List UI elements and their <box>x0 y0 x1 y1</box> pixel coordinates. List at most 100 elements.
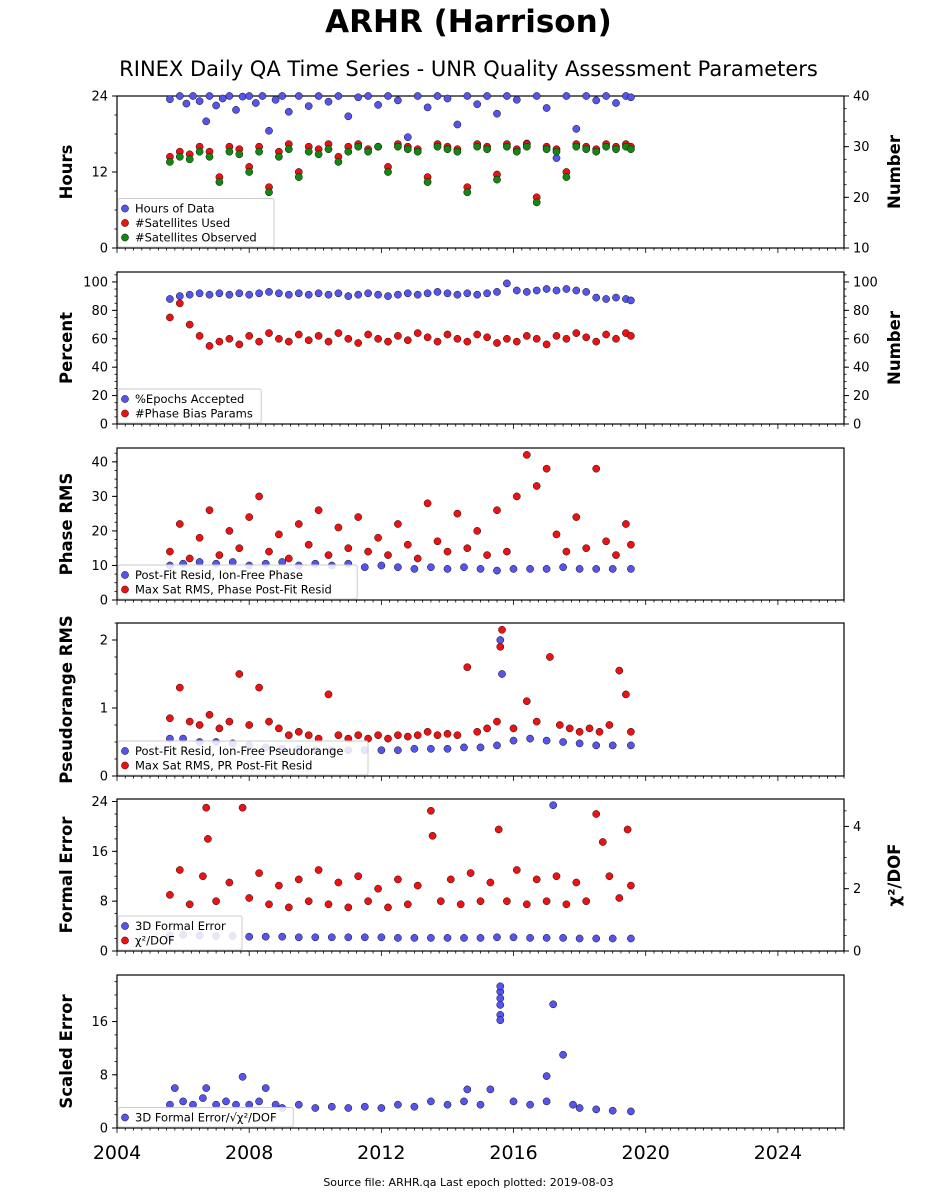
data-point <box>278 92 287 100</box>
y-right-tick-label: 40 <box>853 361 870 376</box>
data-point <box>235 670 244 678</box>
data-point <box>189 92 197 100</box>
data-point <box>202 117 211 126</box>
data-point <box>443 565 452 573</box>
data-point <box>394 142 402 151</box>
data-point <box>205 92 214 100</box>
data-point <box>512 95 521 104</box>
data-point <box>549 1000 558 1009</box>
data-point <box>595 727 604 736</box>
data-point <box>496 1016 505 1025</box>
data-point <box>509 736 518 745</box>
data-point <box>275 530 283 539</box>
data-point <box>374 290 382 299</box>
y-axis-label: Percent <box>57 312 76 384</box>
data-point <box>473 142 482 151</box>
data-point <box>602 537 610 546</box>
data-point <box>522 451 531 459</box>
data-point <box>602 142 610 151</box>
data-point <box>384 337 392 346</box>
data-point <box>562 285 571 293</box>
data-point <box>592 810 601 818</box>
legend-box <box>117 388 262 424</box>
data-point <box>384 292 392 300</box>
data-point <box>344 933 353 942</box>
y-right-tick-label: 10 <box>853 242 870 257</box>
data-point <box>608 1106 617 1115</box>
data-point <box>612 99 620 107</box>
data-point <box>542 1072 551 1080</box>
data-point <box>483 551 491 559</box>
data-point <box>602 330 610 339</box>
data-point <box>496 982 505 991</box>
data-point <box>427 1097 435 1106</box>
data-point <box>232 106 240 114</box>
data-point <box>364 92 372 100</box>
y-axis-label: Phase RMS <box>57 473 76 576</box>
data-point <box>265 900 273 909</box>
panel-6: 2004 2008 2012 2016 2020 2024 0 8 16 Scaled Error… <box>57 974 845 1164</box>
y-right-axis-label: Number <box>885 134 904 209</box>
y-axis-label: Hours <box>57 144 76 199</box>
data-point <box>185 155 194 164</box>
data-point <box>453 731 462 740</box>
data-point <box>324 145 333 154</box>
data-point <box>384 903 392 912</box>
data-point <box>205 342 214 350</box>
data-point <box>215 337 224 346</box>
data-point <box>498 670 506 678</box>
data-point <box>364 330 372 339</box>
data-point <box>179 1097 187 1106</box>
y-tick-label: 12 <box>91 166 108 181</box>
data-point <box>218 94 227 103</box>
data-point <box>255 683 263 692</box>
data-point <box>374 731 382 740</box>
data-point <box>443 145 452 154</box>
data-point <box>598 838 607 846</box>
data-point <box>612 334 620 343</box>
legend-box <box>117 740 369 776</box>
x-tick-label: 2020 <box>622 1142 670 1164</box>
data-point <box>225 92 234 100</box>
data-point <box>615 666 624 675</box>
data-point <box>360 1102 369 1111</box>
data-point <box>258 92 267 100</box>
data-point <box>324 290 333 299</box>
data-point <box>483 145 491 154</box>
data-point <box>473 727 482 736</box>
data-point <box>582 92 591 100</box>
data-point <box>205 710 214 719</box>
legend-marker <box>121 409 129 418</box>
data-point <box>166 547 174 556</box>
data-point <box>284 554 293 563</box>
data-point <box>433 288 442 296</box>
data-point <box>592 147 601 156</box>
data-point <box>360 933 369 942</box>
data-point <box>377 561 386 570</box>
data-point <box>582 544 591 553</box>
data-point <box>175 152 184 161</box>
data-point <box>532 334 541 343</box>
data-point <box>542 285 551 293</box>
legend-marker <box>121 219 129 227</box>
data-point <box>498 625 506 634</box>
data-point <box>245 932 254 941</box>
data-point <box>532 286 541 295</box>
data-point <box>235 289 244 298</box>
data-point <box>265 329 273 337</box>
data-point <box>592 96 601 105</box>
data-point <box>582 288 591 296</box>
data-point <box>476 1100 485 1109</box>
data-point <box>170 1084 179 1092</box>
data-point <box>245 721 254 729</box>
data-point <box>394 520 402 528</box>
data-point <box>166 95 174 104</box>
legend-box <box>117 915 243 951</box>
data-point <box>463 663 472 672</box>
data-point <box>503 547 511 556</box>
data-point <box>476 743 485 752</box>
data-point <box>423 103 432 112</box>
data-point <box>622 690 630 699</box>
data-point <box>354 339 363 347</box>
data-point <box>245 290 254 299</box>
